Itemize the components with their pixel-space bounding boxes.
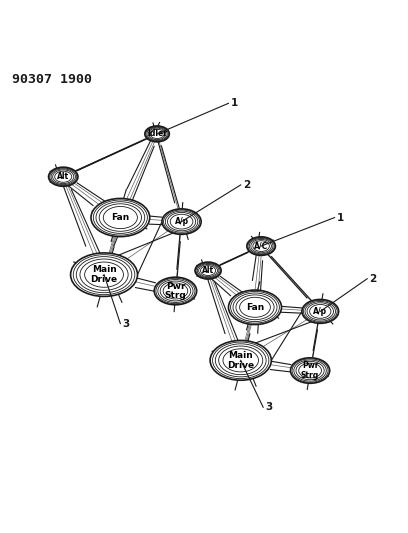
Ellipse shape xyxy=(290,358,330,383)
Text: 2: 2 xyxy=(243,180,250,190)
Text: A/p: A/p xyxy=(313,307,327,316)
Text: Alt: Alt xyxy=(202,266,214,275)
Ellipse shape xyxy=(71,253,137,296)
Ellipse shape xyxy=(145,126,169,142)
Text: 90307 1900: 90307 1900 xyxy=(12,72,92,86)
Text: Main
Drive: Main Drive xyxy=(91,265,118,284)
Text: A/p: A/p xyxy=(175,217,188,226)
Ellipse shape xyxy=(154,277,197,305)
Ellipse shape xyxy=(91,198,150,237)
Ellipse shape xyxy=(162,209,201,235)
Ellipse shape xyxy=(210,341,271,380)
Text: 2: 2 xyxy=(369,274,377,284)
Ellipse shape xyxy=(228,290,282,325)
Text: Pwr
Strg: Pwr Strg xyxy=(301,361,319,380)
Text: 1: 1 xyxy=(337,213,344,223)
Ellipse shape xyxy=(49,167,78,187)
Text: Alt: Alt xyxy=(57,172,69,181)
Text: Main
Drive: Main Drive xyxy=(227,351,254,370)
Text: Fan: Fan xyxy=(246,303,264,312)
Text: 3: 3 xyxy=(265,402,273,412)
Ellipse shape xyxy=(247,237,275,255)
Text: 1: 1 xyxy=(231,98,238,108)
Text: Idler: Idler xyxy=(147,130,167,139)
Ellipse shape xyxy=(195,262,221,279)
Text: Fan: Fan xyxy=(111,213,129,222)
Ellipse shape xyxy=(302,300,339,324)
Text: 3: 3 xyxy=(122,319,130,329)
Text: A/C: A/C xyxy=(254,241,268,251)
Text: Pwr
Strg: Pwr Strg xyxy=(164,281,186,300)
